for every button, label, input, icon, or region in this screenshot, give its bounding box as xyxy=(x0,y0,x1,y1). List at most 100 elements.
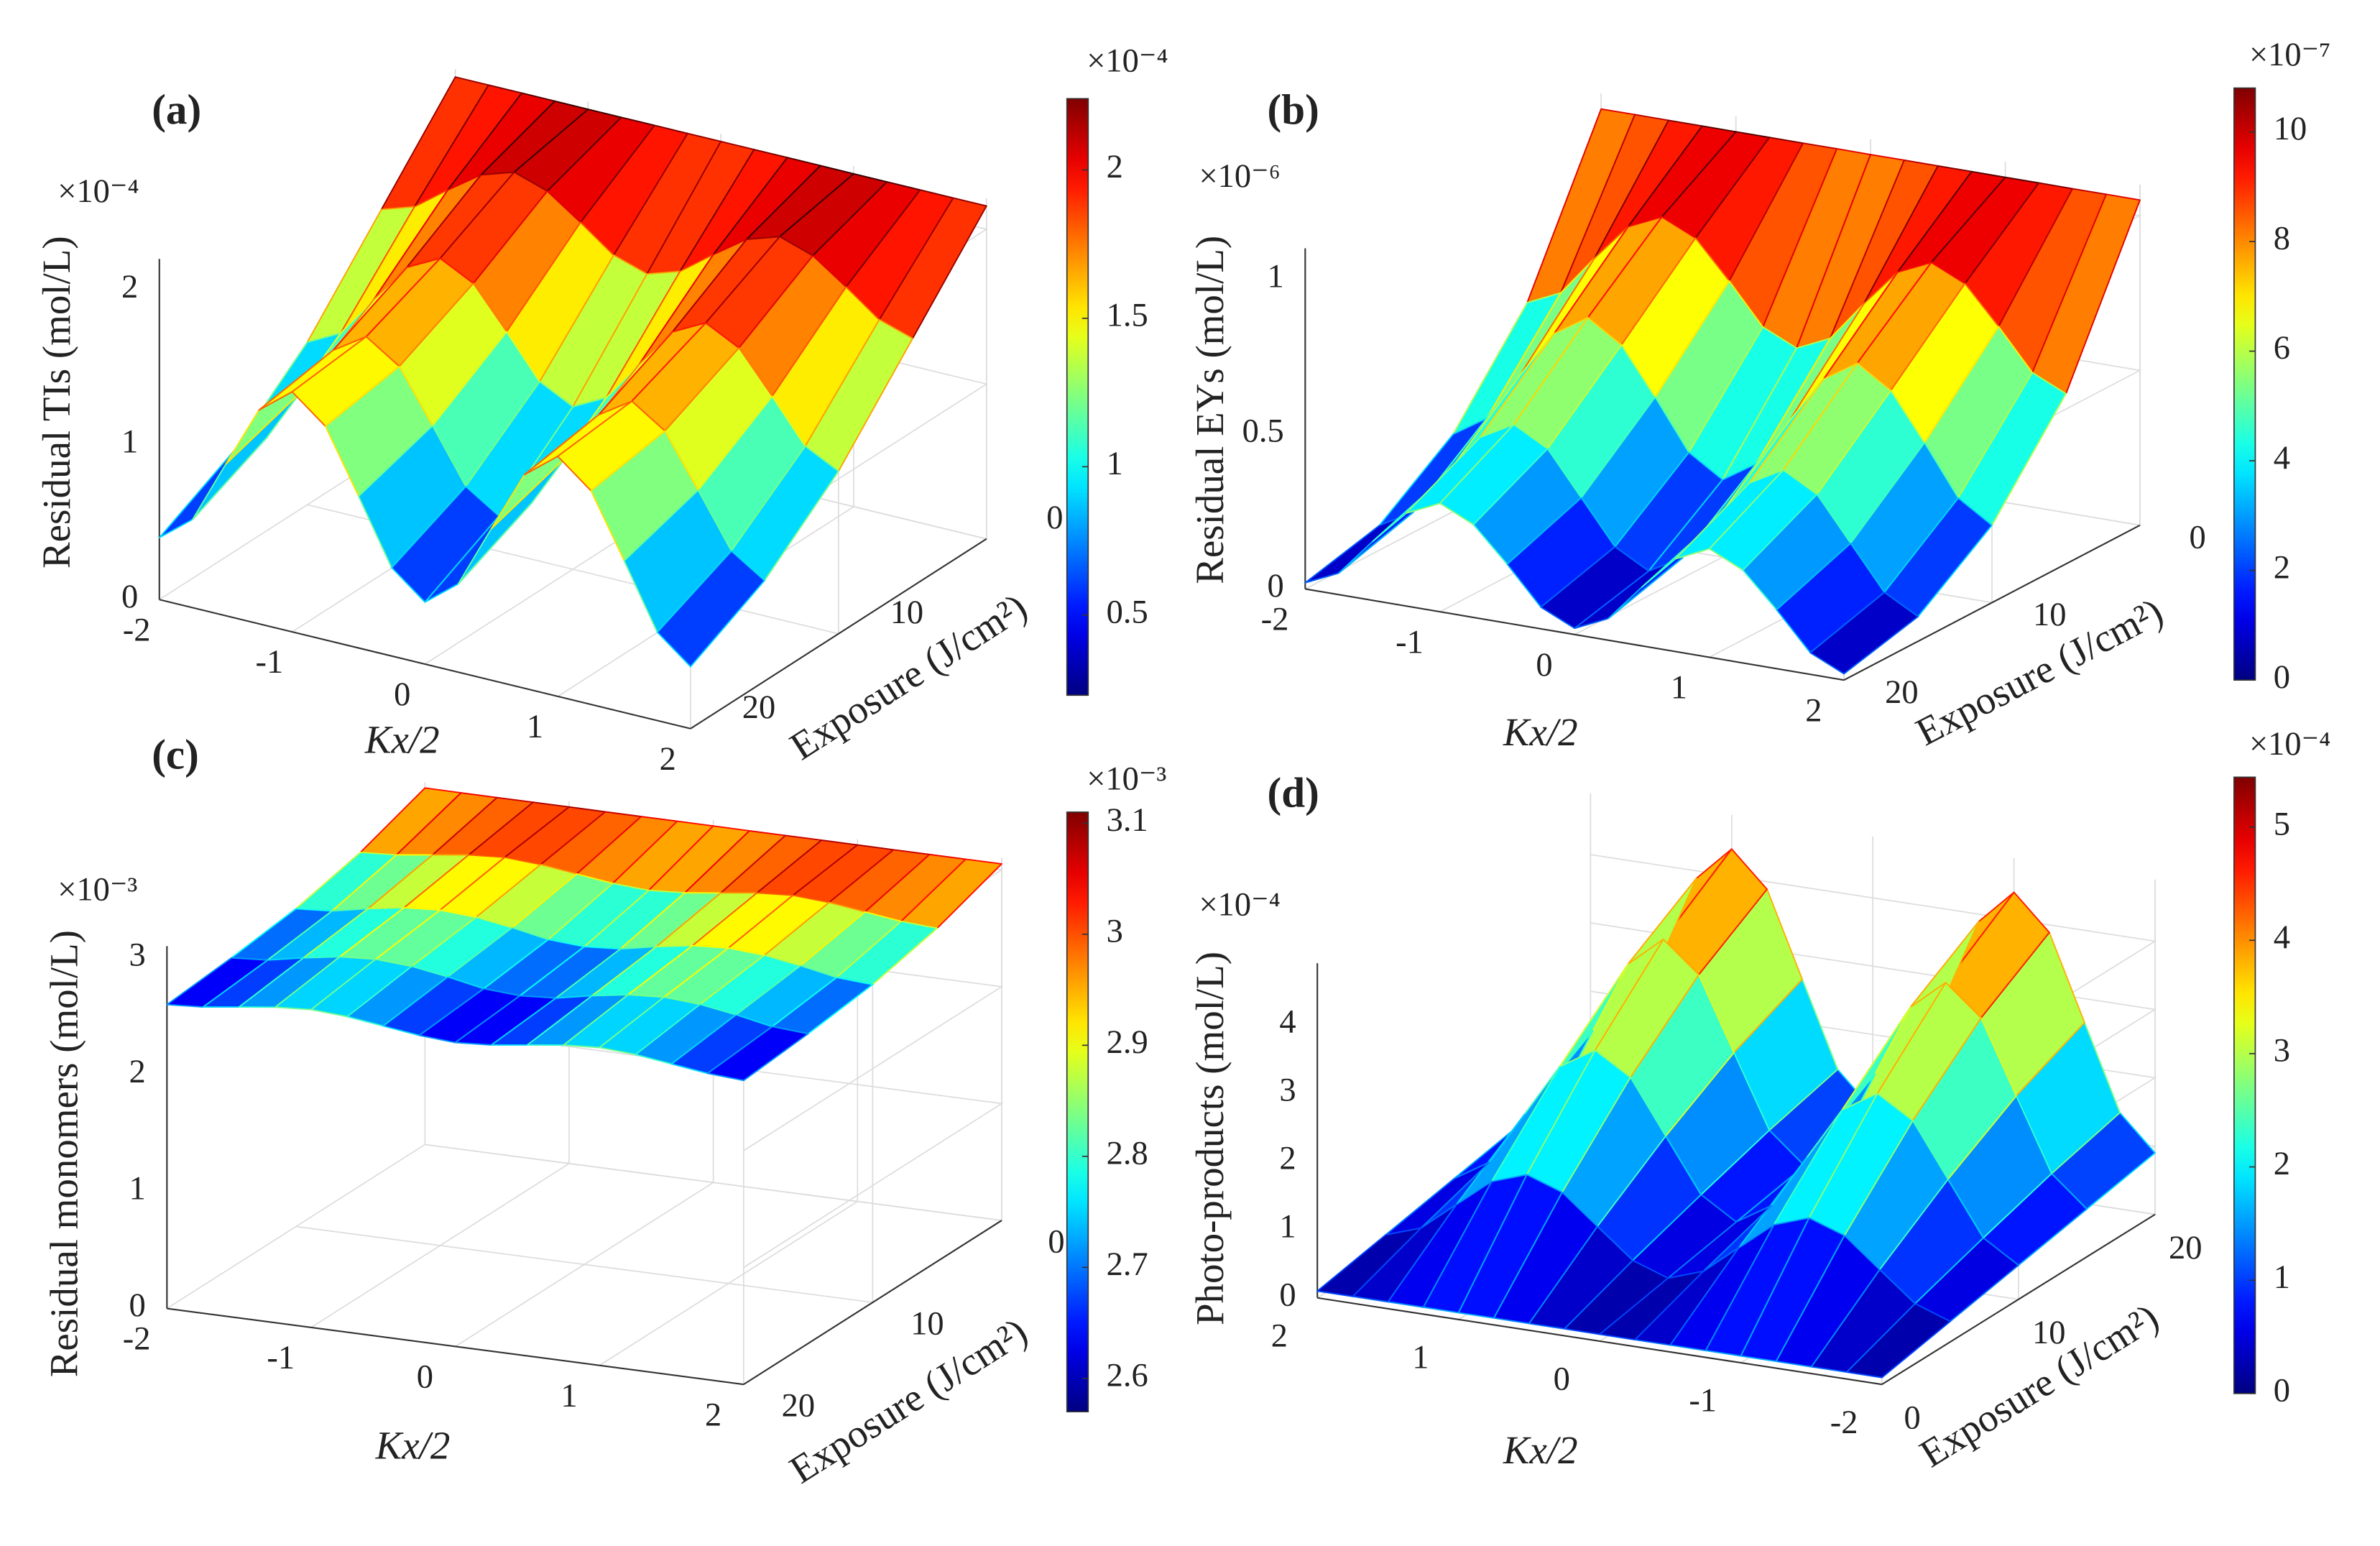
y-tick-label: 0 xyxy=(1048,1223,1064,1260)
x-axis-label: Kx/2 xyxy=(364,717,440,761)
x-tick-label: 2 xyxy=(1805,692,1822,729)
colorbar-tick-label: 2.6 xyxy=(1107,1357,1148,1394)
colorbar-multiplier: ×10⁻⁴ xyxy=(1087,42,1168,79)
x-tick-label: -2 xyxy=(123,1321,151,1358)
colorbar-tick-label: 5 xyxy=(2274,806,2290,842)
x-axis xyxy=(159,599,691,730)
z-tick-label: 4 xyxy=(1279,1003,1296,1040)
z-tick-label: 0.5 xyxy=(1242,413,1284,450)
colorbar-multiplier: ×10⁻⁷ xyxy=(2249,37,2330,73)
x-tick-label: 2 xyxy=(1271,1317,1288,1354)
colorbar-tick-label: 10 xyxy=(2274,111,2307,147)
x-tick-label: 0 xyxy=(417,1358,433,1395)
x-tick-label: -2 xyxy=(1830,1404,1858,1441)
z-axis-label: Residual TIs (mol/L) xyxy=(34,236,78,569)
z-multiplier: ×10⁻⁶ xyxy=(1199,158,1280,195)
surface-patch xyxy=(706,1026,809,1082)
z-tick-label: 1 xyxy=(1279,1208,1296,1245)
colorbar xyxy=(1066,98,1089,696)
z-tick-label: 0 xyxy=(121,579,138,615)
x-tick-label: 2 xyxy=(660,741,676,778)
z-tick-label: 0 xyxy=(129,1287,146,1324)
y-tick-label: 20 xyxy=(1885,674,1918,711)
x-tick-label: 2 xyxy=(705,1397,721,1433)
y-axis xyxy=(1881,1213,2156,1386)
z-tick-label: 0 xyxy=(1268,568,1284,604)
y-axis xyxy=(690,538,987,730)
z-multiplier: ×10⁻⁴ xyxy=(1199,887,1280,924)
surface-patch xyxy=(1316,1227,1422,1297)
surface-patch xyxy=(192,392,301,520)
y-tick-label: 0 xyxy=(2190,520,2206,556)
colorbar-tick-label: 0 xyxy=(2274,659,2290,696)
x-axis xyxy=(1317,1297,1883,1386)
y-tick-label: 0 xyxy=(1046,500,1063,536)
y-tick-label: 20 xyxy=(782,1388,815,1425)
colorbar-tick-label: 3.1 xyxy=(1107,802,1148,839)
colorbar-multiplier: ×10⁻⁴ xyxy=(2249,726,2330,763)
x-axis-label: Kx/2 xyxy=(1503,710,1578,754)
colorbar-tick-label: 4 xyxy=(2274,919,2290,956)
y-tick-label: 0 xyxy=(1904,1399,1921,1436)
z-tick-label: 2 xyxy=(1279,1140,1296,1177)
y-tick-label: 10 xyxy=(910,1306,944,1343)
z-tick-label: 3 xyxy=(129,937,146,973)
z-multiplier: ×10⁻³ xyxy=(57,872,137,908)
colorbar-tick-label: 1 xyxy=(2274,1259,2290,1296)
panel-label: (c) xyxy=(152,731,199,778)
y-tick-label: 20 xyxy=(742,689,775,726)
colorbar xyxy=(2233,87,2256,681)
colorbar xyxy=(2233,776,2256,1394)
y-tick-label: 10 xyxy=(2033,597,2066,633)
colorbar-tick-label: 4 xyxy=(2274,440,2290,477)
z-axis-label: Photo-products (mol/L) xyxy=(1188,952,1232,1325)
x-tick-label: -1 xyxy=(267,1340,295,1376)
colorbar-tick-label: 2.7 xyxy=(1107,1246,1148,1283)
x-tick-label: 1 xyxy=(527,709,543,745)
z-tick-label: 2 xyxy=(121,269,138,305)
colorbar-tick-label: 1 xyxy=(1107,446,1123,482)
z-tick-label: 1 xyxy=(1268,258,1284,295)
surface-patch xyxy=(656,550,765,668)
x-tick-label: -1 xyxy=(256,644,284,681)
y-tick-label: 10 xyxy=(2032,1315,2065,1351)
x-tick-label: 1 xyxy=(1412,1340,1429,1376)
colorbar-multiplier: ×10⁻³ xyxy=(1087,760,1166,797)
x-tick-label: -2 xyxy=(1261,602,1289,638)
y-tick-label: 10 xyxy=(890,594,923,631)
x-tick-label: 0 xyxy=(1554,1361,1570,1398)
x-axis xyxy=(1305,588,1845,681)
panel-label: (b) xyxy=(1268,86,1319,133)
x-axis-label: Kx/2 xyxy=(1503,1428,1578,1472)
z-grid-line xyxy=(425,1026,1004,1269)
x-axis-label: Kx/2 xyxy=(375,1424,451,1468)
z-axis-label: Residual monomers (mol/L) xyxy=(42,930,86,1377)
y-tick-label: 20 xyxy=(2169,1230,2202,1266)
colorbar-tick-label: 3 xyxy=(2274,1033,2290,1069)
panel-label: (d) xyxy=(1268,768,1319,816)
colorbar-tick-label: 2 xyxy=(1107,149,1123,185)
z-tick-label: 3 xyxy=(1279,1072,1296,1108)
x-tick-label: -1 xyxy=(1396,624,1424,661)
colorbar-tick-label: 8 xyxy=(2274,221,2290,257)
colorbar-tick-label: 2 xyxy=(2274,549,2290,586)
x-tick-label: 0 xyxy=(394,676,410,713)
surface-patch xyxy=(1809,592,1919,675)
y-axis xyxy=(743,1220,1002,1386)
x-tick-label: 1 xyxy=(561,1378,577,1414)
z-tick-label: 2 xyxy=(129,1054,146,1090)
colorbar-tick-label: 0 xyxy=(2274,1372,2290,1409)
colorbar-tick-label: 2 xyxy=(2274,1146,2290,1182)
z-tick-label: 0 xyxy=(1279,1276,1296,1313)
x-tick-label: 0 xyxy=(1536,647,1552,684)
x-tick-label: 1 xyxy=(1671,670,1687,707)
z-axis-label: Residual EYs (mol/L) xyxy=(1188,236,1232,584)
colorbar-tick-label: 1.5 xyxy=(1107,298,1148,334)
colorbar-tick-label: 0.5 xyxy=(1107,594,1148,630)
z-tick-label: 1 xyxy=(121,423,138,460)
x-tick-label: -2 xyxy=(123,612,151,648)
x-axis xyxy=(167,1307,744,1386)
colorbar-tick-label: 2.8 xyxy=(1107,1135,1148,1172)
